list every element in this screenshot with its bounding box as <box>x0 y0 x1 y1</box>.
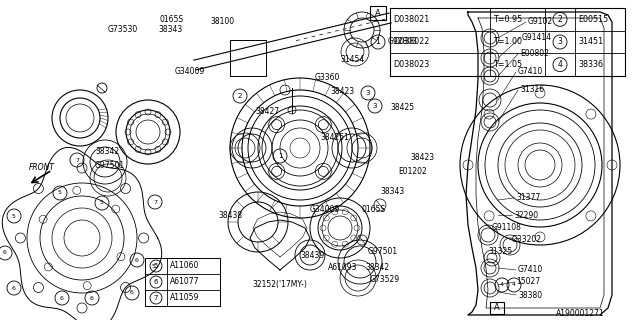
Text: 32290: 32290 <box>514 211 538 220</box>
Text: G73529: G73529 <box>370 276 400 284</box>
Text: G73530: G73530 <box>108 26 138 35</box>
Text: 38343: 38343 <box>158 26 182 35</box>
Text: 4: 4 <box>557 60 563 69</box>
Text: 38336: 38336 <box>578 60 603 69</box>
Text: 6: 6 <box>130 291 134 295</box>
Text: 6: 6 <box>90 295 94 300</box>
Text: 5: 5 <box>100 201 104 205</box>
Text: G97501: G97501 <box>95 161 125 170</box>
Text: 31325: 31325 <box>488 247 512 257</box>
Text: 6: 6 <box>60 295 64 300</box>
Text: A61077: A61077 <box>170 277 200 286</box>
Text: E01202: E01202 <box>398 167 427 177</box>
Text: 3: 3 <box>557 37 563 46</box>
Bar <box>390 8 625 76</box>
Text: A61093: A61093 <box>328 262 358 271</box>
Text: 7: 7 <box>154 295 158 301</box>
Text: A: A <box>375 9 381 18</box>
Text: 38425: 38425 <box>390 103 414 113</box>
Text: 384251: 384251 <box>320 133 349 142</box>
Text: 3: 3 <box>365 90 371 96</box>
Text: G97501: G97501 <box>368 247 398 257</box>
Text: G92803: G92803 <box>388 37 418 46</box>
Text: E00802: E00802 <box>520 50 549 59</box>
Text: 6: 6 <box>154 279 158 285</box>
Text: 4: 4 <box>512 283 516 287</box>
Text: 38343: 38343 <box>380 188 404 196</box>
Text: 6: 6 <box>3 251 7 255</box>
Text: 38423: 38423 <box>330 87 354 97</box>
Text: A190001271: A190001271 <box>556 308 604 317</box>
Text: 6: 6 <box>135 258 139 262</box>
Text: G3360: G3360 <box>315 74 340 83</box>
Text: 7: 7 <box>75 157 79 163</box>
Text: T=1.05: T=1.05 <box>493 60 522 69</box>
Text: G33202: G33202 <box>512 236 542 244</box>
Text: 3: 3 <box>372 103 377 109</box>
Text: 0165S: 0165S <box>160 15 184 25</box>
Text: A11059: A11059 <box>170 293 200 302</box>
Text: 38439: 38439 <box>300 251 324 260</box>
Text: 5: 5 <box>154 263 158 269</box>
Text: G34009: G34009 <box>310 205 340 214</box>
Text: 15027: 15027 <box>516 277 540 286</box>
Text: 38342: 38342 <box>365 262 389 271</box>
Text: 0165S: 0165S <box>362 205 386 214</box>
Text: G7410: G7410 <box>518 68 543 76</box>
Text: 5: 5 <box>58 190 62 196</box>
Text: 31377: 31377 <box>516 194 540 203</box>
Text: 1: 1 <box>278 153 282 159</box>
Text: T=1.00: T=1.00 <box>493 37 522 46</box>
Text: 31316: 31316 <box>520 85 544 94</box>
Text: 38100: 38100 <box>210 18 234 27</box>
Text: 4: 4 <box>500 283 504 287</box>
Text: 7: 7 <box>153 199 157 204</box>
Text: A: A <box>494 303 500 313</box>
Text: G7410: G7410 <box>518 266 543 275</box>
Text: 38438: 38438 <box>218 211 242 220</box>
Text: 38342: 38342 <box>95 148 119 156</box>
Text: 2: 2 <box>238 93 242 99</box>
Text: D038021: D038021 <box>393 15 429 24</box>
Text: T=0.95: T=0.95 <box>493 15 522 24</box>
Text: 38380: 38380 <box>518 291 542 300</box>
Text: E00515: E00515 <box>578 15 608 24</box>
Text: G91414: G91414 <box>522 34 552 43</box>
Text: 38427: 38427 <box>255 108 279 116</box>
Text: 32152('17MY-): 32152('17MY-) <box>252 281 307 290</box>
Text: G91108: G91108 <box>492 223 522 233</box>
FancyBboxPatch shape <box>370 6 386 20</box>
Bar <box>230 40 266 76</box>
Text: 5: 5 <box>12 213 16 219</box>
Text: D038023: D038023 <box>393 60 429 69</box>
Text: G9102: G9102 <box>528 18 553 27</box>
FancyBboxPatch shape <box>490 302 504 314</box>
Text: 31451: 31451 <box>578 37 603 46</box>
Text: 31454: 31454 <box>340 55 364 65</box>
Text: 6: 6 <box>12 285 16 291</box>
Text: 38423: 38423 <box>410 154 434 163</box>
Text: D038022: D038022 <box>393 37 429 46</box>
Text: 2: 2 <box>557 15 563 24</box>
Text: 1: 1 <box>376 37 380 46</box>
Text: FRONT: FRONT <box>29 163 55 172</box>
Text: 5: 5 <box>152 263 156 268</box>
Text: G34009: G34009 <box>175 68 205 76</box>
Bar <box>145 258 220 306</box>
Text: A11060: A11060 <box>170 261 200 270</box>
